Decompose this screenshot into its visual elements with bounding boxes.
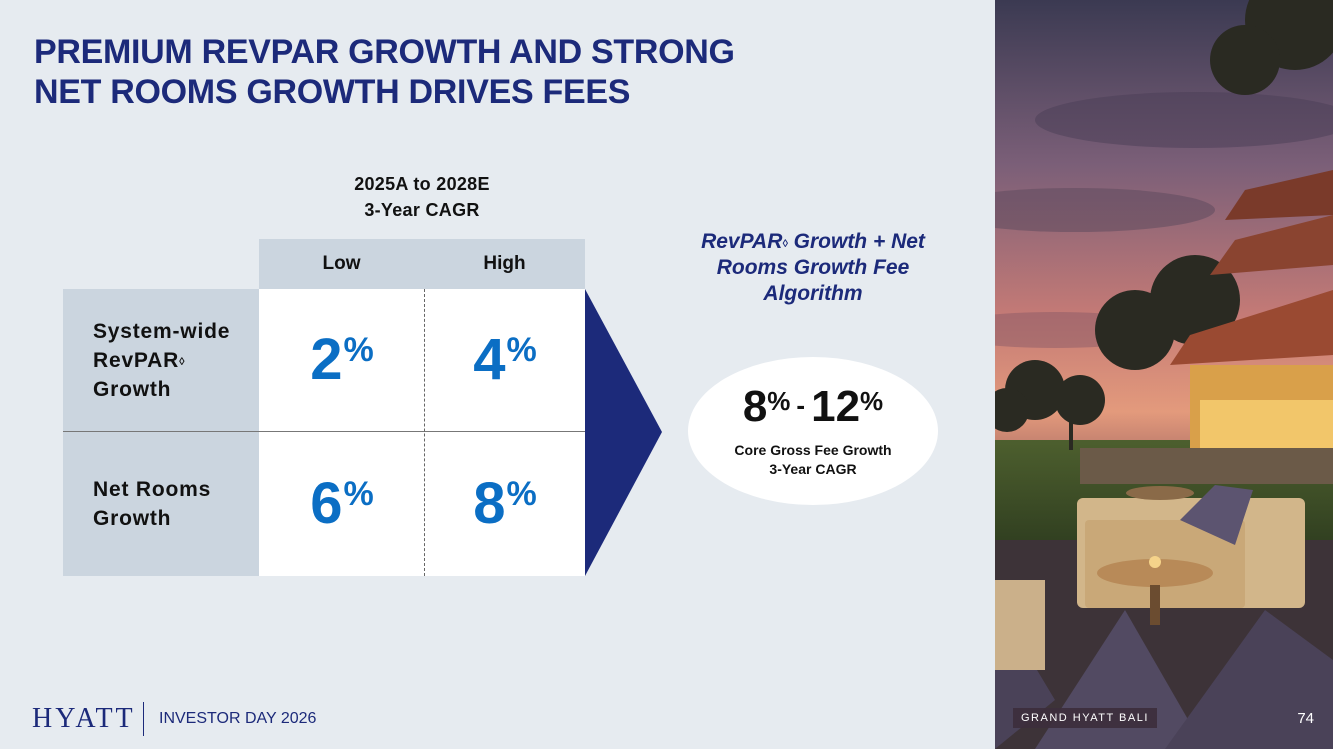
column-divider bbox=[424, 289, 425, 576]
footer-divider bbox=[143, 702, 144, 736]
row-label-line: RevPAR bbox=[93, 348, 180, 372]
cagr-period-header: 2025A to 2028E 3-Year CAGR bbox=[259, 171, 585, 223]
cagr-label: 3-Year CAGR bbox=[364, 200, 480, 220]
value: 6% bbox=[310, 471, 374, 536]
slide-title: PREMIUM REVPAR GROWTH AND STRONG NET ROO… bbox=[34, 32, 735, 112]
hyatt-logo: HYATT bbox=[32, 703, 136, 734]
title-line-1: PREMIUM REVPAR GROWTH AND STRONG bbox=[34, 33, 735, 71]
diamond-mark-icon: ◊ bbox=[782, 238, 788, 250]
hotel-photo bbox=[995, 0, 1333, 749]
page-number: 74 bbox=[1297, 710, 1314, 727]
value: 2% bbox=[310, 327, 374, 392]
row-divider bbox=[63, 431, 585, 432]
row-header-revpar: System-wide RevPAR◊ Growth bbox=[63, 289, 259, 431]
title-line-2: NET ROOMS GROWTH DRIVES FEES bbox=[34, 73, 631, 111]
value: 4% bbox=[473, 327, 537, 392]
row-label-line: Net Rooms bbox=[93, 478, 212, 501]
cell-net-rooms-low: 6% bbox=[259, 432, 424, 576]
cell-revpar-high: 4% bbox=[424, 289, 585, 431]
diamond-mark-icon: ◊ bbox=[179, 355, 185, 368]
photo-caption: GRAND HYATT BALI bbox=[1013, 708, 1157, 728]
period-label: 2025A to 2028E bbox=[354, 174, 490, 194]
row-label-line: System-wide bbox=[93, 319, 231, 343]
cell-revpar-low: 2% bbox=[259, 289, 424, 431]
fee-growth-range: 8% -12% bbox=[742, 382, 884, 431]
event-label: INVESTOR DAY 2026 bbox=[159, 710, 317, 727]
column-header-high: High bbox=[424, 239, 585, 289]
fee-growth-label: Core Gross Fee Growth 3-Year CAGR bbox=[734, 442, 892, 477]
value: 8% bbox=[473, 471, 537, 536]
column-header-low: Low bbox=[259, 239, 424, 289]
arrow-right-icon bbox=[585, 289, 662, 576]
row-header-net-rooms: Net Rooms Growth bbox=[63, 432, 259, 576]
row-label-line: Growth bbox=[93, 377, 172, 401]
row-label-line: Growth bbox=[93, 507, 172, 530]
fee-growth-result: 8% -12% Core Gross Fee Growth 3-Year CAGR bbox=[688, 357, 938, 505]
sunset-resort-image bbox=[995, 0, 1333, 749]
algorithm-title: RevPAR◊ Growth + Net Rooms Growth Fee Al… bbox=[701, 230, 925, 305]
cell-net-rooms-high: 8% bbox=[424, 432, 585, 576]
